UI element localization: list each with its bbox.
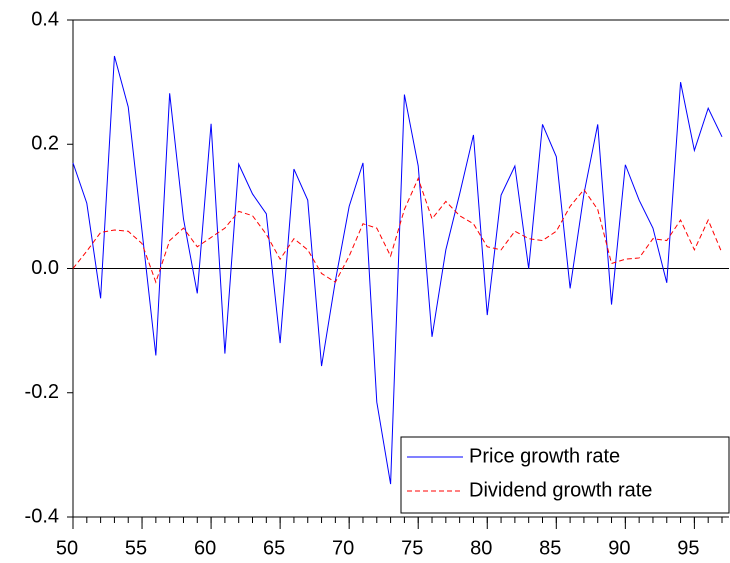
x-tick-label: 75: [401, 537, 423, 559]
x-tick-label: 80: [470, 537, 492, 559]
y-tick-label: 0.4: [31, 8, 59, 30]
legend-label: Dividend growth rate: [469, 479, 652, 501]
legend-box: [400, 436, 730, 514]
y-tick-label: 0.0: [31, 257, 59, 279]
x-tick-label: 55: [125, 537, 147, 559]
y-tick-label: 0.2: [31, 133, 59, 155]
legend-label: Price growth rate: [469, 445, 620, 467]
x-tick-label: 70: [332, 537, 354, 559]
y-tick-label: -0.4: [25, 505, 59, 527]
x-tick-label: 60: [194, 537, 216, 559]
x-tick-label: 50: [56, 537, 78, 559]
y-tick-label: -0.2: [25, 381, 59, 403]
x-tick-label: 90: [608, 537, 630, 559]
x-tick-label: 85: [539, 537, 561, 559]
series-line: [72, 55, 723, 485]
x-tick-label: 95: [677, 537, 699, 559]
series-line: [72, 177, 723, 284]
x-tick-label: 65: [263, 537, 285, 559]
